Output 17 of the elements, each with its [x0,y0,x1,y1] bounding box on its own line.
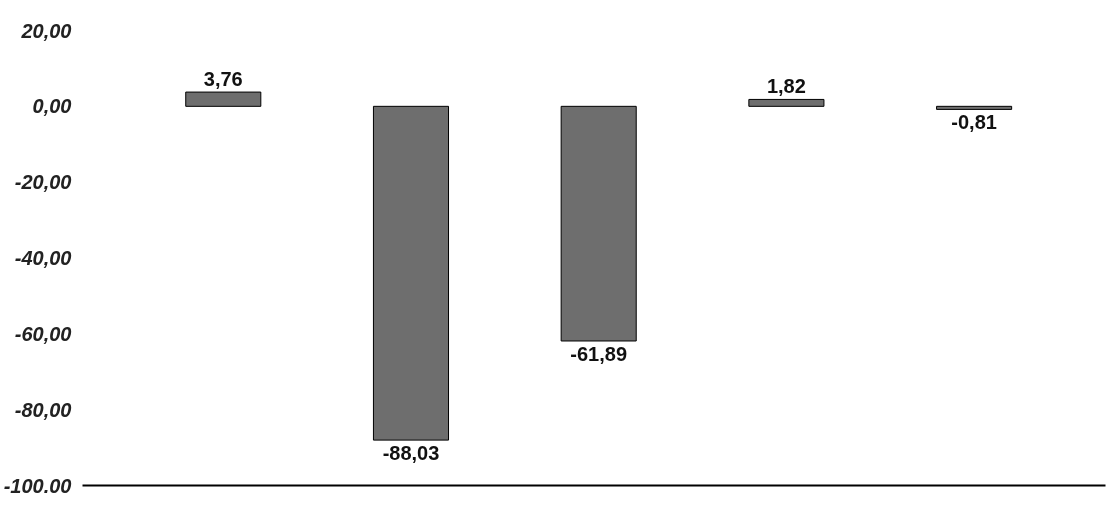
data-label: -61,89 [570,343,628,365]
y-tick-label: 20,00 [20,19,72,42]
data-label: 3,76 [203,68,243,91]
data-label: -88,03 [382,442,440,465]
data-label: -0,81 [951,111,997,134]
y-tick-label: -100.00 [3,474,72,497]
data-label: 1,82 [766,75,806,98]
y-tick-label: 0,00 [32,95,72,118]
y-tick-label: -80,00 [14,398,72,421]
bar [372,105,450,441]
bar [560,105,637,342]
bar [185,91,262,107]
bar [936,105,1013,110]
y-tick-label: -60,00 [14,322,72,345]
y-tick-label: -20,00 [14,171,72,194]
y-tick-label: -40,00 [14,247,72,269]
bar [748,98,825,107]
